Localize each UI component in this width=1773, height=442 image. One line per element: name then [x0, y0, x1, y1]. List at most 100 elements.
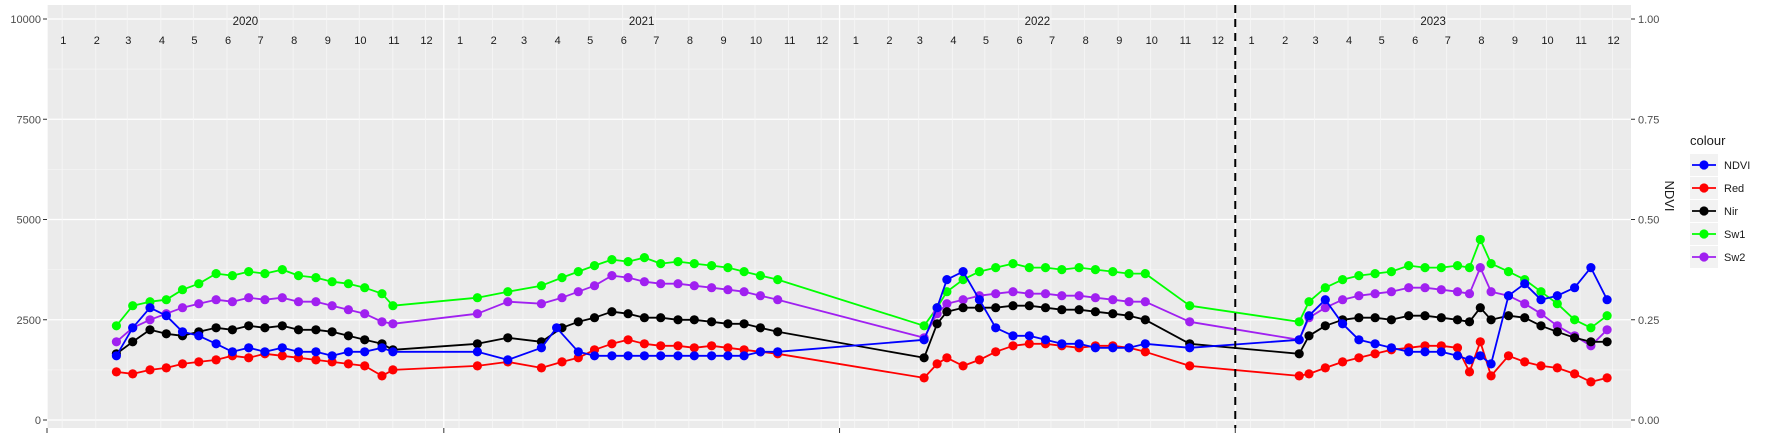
data-point-nir	[1024, 301, 1034, 311]
data-point-sw1	[1586, 323, 1596, 333]
data-point-nir	[623, 309, 633, 319]
data-point-sw2	[260, 295, 270, 305]
data-point-sw1	[689, 259, 699, 269]
data-point-sw1	[573, 267, 583, 277]
data-point-red	[991, 347, 1001, 357]
data-point-sw1	[1090, 265, 1100, 275]
data-point-sw2	[327, 301, 337, 311]
data-point-ndvi	[589, 351, 600, 361]
data-point-sw1	[277, 265, 287, 275]
month-label: 5	[983, 35, 989, 47]
data-point-sw1	[227, 271, 237, 281]
data-point-red	[377, 371, 387, 381]
y-right-tick-label: 0.50	[1638, 215, 1659, 227]
legend-key-point	[1699, 183, 1709, 193]
month-label: 8	[687, 35, 693, 47]
data-point-ndvi	[1486, 359, 1496, 369]
data-point-ndvi	[1074, 339, 1084, 349]
data-point-sw1	[656, 259, 666, 269]
legend-label: Nir	[1724, 206, 1738, 218]
data-point-sw1	[1140, 269, 1150, 279]
data-point-sw2	[277, 293, 287, 303]
data-point-nir	[1420, 311, 1430, 321]
data-point-ndvi	[1602, 295, 1612, 305]
data-point-red	[557, 357, 567, 367]
data-point-red	[145, 365, 155, 375]
data-point-sw2	[1140, 297, 1150, 307]
data-point-red	[161, 363, 171, 373]
data-point-nir	[1602, 337, 1612, 347]
data-point-nir	[128, 337, 138, 347]
month-label: 3	[1312, 35, 1318, 47]
legend-label: Red	[1724, 183, 1744, 195]
data-point-ndvi	[773, 347, 783, 357]
month-label: 5	[587, 35, 593, 47]
data-point-nir	[1386, 315, 1396, 325]
data-point-red	[128, 369, 138, 379]
data-point-nir	[689, 315, 699, 325]
data-point-sw2	[472, 309, 482, 319]
data-point-ndvi	[942, 275, 952, 285]
month-label: 11	[784, 35, 795, 47]
data-point-sw2	[227, 297, 237, 307]
data-point-ndvi	[211, 339, 221, 349]
year-label: 2020	[233, 16, 259, 28]
data-point-ndvi	[1320, 295, 1330, 305]
data-point-ndvi	[377, 343, 387, 353]
data-point-ndvi	[919, 335, 929, 345]
data-point-sw1	[739, 267, 749, 277]
data-point-sw1	[1464, 263, 1475, 273]
data-point-sw2	[739, 287, 749, 297]
data-point-sw2	[145, 315, 155, 325]
data-point-sw1	[673, 257, 683, 267]
right-axis-title: NDVI	[1662, 180, 1677, 211]
month-label: 3	[521, 35, 527, 47]
data-point-ndvi	[607, 351, 617, 361]
data-point-red	[1475, 337, 1485, 347]
data-point-sw1	[260, 269, 270, 279]
data-point-ndvi	[707, 351, 717, 361]
year-label: 2021	[629, 16, 655, 28]
data-point-ndvi	[277, 343, 287, 353]
data-point-ndvi	[1370, 339, 1380, 349]
data-point-sw1	[1370, 269, 1380, 279]
data-point-ndvi	[552, 323, 562, 333]
data-point-nir	[1354, 313, 1364, 323]
data-point-sw1	[161, 295, 171, 305]
data-point-nir	[327, 327, 337, 337]
data-point-nir	[1294, 349, 1304, 359]
data-point-sw1	[1452, 261, 1463, 271]
year-label: 2023	[1420, 16, 1446, 28]
data-point-sw2	[343, 305, 353, 315]
data-point-ndvi	[1475, 351, 1485, 361]
month-label: 3	[125, 35, 131, 47]
data-point-red	[1464, 367, 1475, 377]
data-point-sw2	[1108, 295, 1118, 305]
data-point-sw1	[360, 283, 370, 293]
data-point-nir	[723, 319, 733, 329]
data-point-sw1	[1404, 261, 1414, 271]
data-point-nir	[1436, 313, 1446, 323]
month-label: 11	[1180, 35, 1191, 47]
month-label: 1	[1248, 35, 1254, 47]
month-label: 1	[853, 35, 859, 47]
month-label: 4	[950, 35, 956, 47]
data-point-sw2	[589, 281, 600, 291]
data-point-nir	[1475, 303, 1485, 313]
data-point-sw2	[707, 283, 717, 293]
data-point-sw1	[1057, 265, 1067, 275]
legend-key-point	[1699, 229, 1709, 239]
data-point-nir	[211, 323, 221, 333]
legend-label: NDVI	[1724, 160, 1750, 172]
data-point-sw2	[1338, 295, 1348, 305]
data-point-sw2	[194, 299, 204, 309]
data-point-sw1	[503, 287, 513, 297]
data-point-sw2	[211, 295, 221, 305]
data-point-red	[639, 339, 650, 349]
data-point-red	[211, 355, 221, 365]
data-point-ndvi	[991, 323, 1001, 333]
data-point-sw2	[111, 337, 121, 347]
data-point-ndvi	[1386, 343, 1396, 353]
data-point-sw2	[942, 299, 952, 309]
data-point-sw2	[573, 287, 583, 297]
